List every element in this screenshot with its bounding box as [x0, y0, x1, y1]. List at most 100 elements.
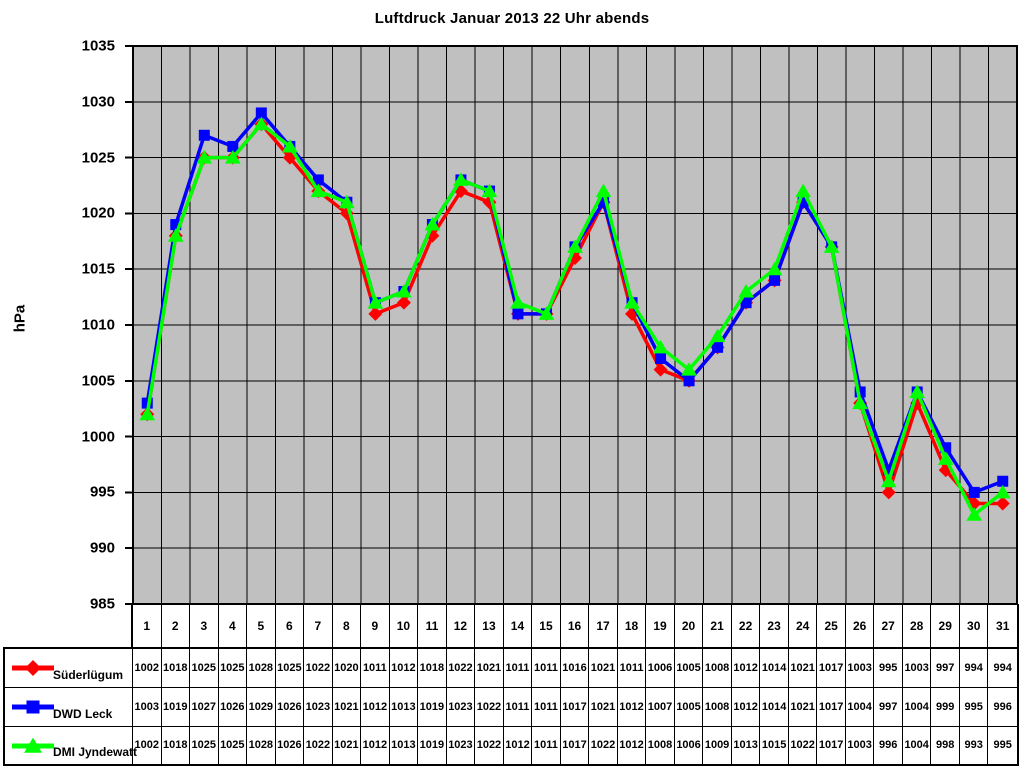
- pressure-value-cell: 1005: [675, 649, 704, 688]
- data-table: Süderlügum 1002 1018 1025 1025 1028 1025 1022 10…: [3, 647, 1019, 766]
- pressure-value-cell: 1011: [532, 687, 561, 726]
- pressure-value-cell: 1028: [247, 649, 276, 688]
- x-axis-day-label: 31: [996, 618, 1010, 633]
- pressure-value-cell: 1012: [390, 649, 419, 688]
- y-axis-tick-label: 990: [89, 539, 115, 557]
- series-name-label: DMI Jyndewatt: [53, 744, 138, 759]
- pressure-value-cell: 1021: [788, 687, 818, 726]
- x-axis-day-label: 29: [931, 604, 960, 647]
- legend-key: DMI Jyndewatt: [5, 725, 137, 764]
- pressure-value-cell: 1017: [560, 687, 590, 726]
- pressure-value-cell: 1004: [845, 687, 875, 726]
- x-axis-day-label: 16: [561, 604, 590, 647]
- legend-key: DWD Leck: [5, 687, 133, 726]
- pressure-value-cell: 1014: [760, 687, 789, 726]
- pressure-value-cell: 994: [993, 662, 1012, 675]
- pressure-value-cell: 1019: [418, 725, 447, 764]
- pressure-value-cell: 1012: [617, 687, 647, 726]
- legend-square-icon: [12, 700, 54, 714]
- pressure-value-cell: 1013: [389, 725, 419, 764]
- pressure-value-cell: 1029: [247, 687, 276, 726]
- pressure-value-cell: 1021: [332, 687, 362, 726]
- plot-frame: [132, 45, 1018, 605]
- pressure-value-cell: 1011: [504, 649, 533, 688]
- pressure-value-cell: 1008: [703, 687, 732, 726]
- pressure-value-cell: 1021: [789, 649, 818, 688]
- pressure-value-cell: 1018: [418, 649, 447, 688]
- x-axis-day-label: 18: [618, 604, 647, 647]
- pressure-value-cell: 1002: [133, 649, 162, 688]
- y-axis-tick-label: 1030: [81, 93, 115, 111]
- pressure-value-cell: 1012: [361, 687, 390, 726]
- pressure-value-cell: 1009: [703, 725, 732, 764]
- x-axis-day-label: 6: [276, 604, 305, 647]
- pressure-value-cell: 1022: [475, 725, 504, 764]
- pressure-value-cell: 1012: [361, 725, 390, 764]
- pressure-value-cell: 995: [988, 725, 1017, 764]
- pressure-value-cell: 1003: [846, 649, 875, 688]
- x-axis-day-label: 4: [219, 604, 248, 647]
- pressure-value-cell: 1025: [190, 725, 219, 764]
- plot-area: [125, 45, 1018, 605]
- x-axis-day-label: 30: [960, 604, 989, 647]
- pressure-value-cell: 1017: [817, 649, 846, 688]
- pressure-value-cell: 1025: [190, 649, 219, 688]
- pressure-value-cell: 1011: [532, 725, 561, 764]
- pressure-value-cell: 1003: [133, 687, 162, 726]
- pressure-value-cell: 1006: [646, 649, 675, 688]
- pressure-value-cell: 1026: [218, 687, 248, 726]
- pressure-value-cell: 997: [931, 649, 960, 688]
- pressure-value-cell: 1022: [447, 649, 476, 688]
- pressure-value-cell: 1018: [161, 725, 191, 764]
- pressure-value-cell: 995: [874, 649, 903, 688]
- pressure-value-cell: 1025: [218, 725, 248, 764]
- x-axis-day-label: 27: [874, 604, 903, 647]
- pressure-value-cell: 1019: [418, 687, 447, 726]
- pressure-value-cell: 1013: [389, 687, 419, 726]
- x-axis-day-label: 8: [333, 604, 362, 647]
- pressure-value-cell: 993: [959, 725, 989, 764]
- y-axis-tick-label: 1025: [81, 149, 115, 167]
- x-axis-day-label: 26: [846, 604, 875, 647]
- pressure-value-cell: 1011: [532, 649, 561, 688]
- pressure-value-cell: 1003: [903, 649, 932, 688]
- pressure-value-cell: 998: [931, 725, 960, 764]
- legend-diamond-icon: [12, 660, 54, 676]
- pressure-value-cell: 1021: [589, 649, 618, 688]
- pressure-value-cell: 1014: [760, 649, 789, 688]
- pressure-value-cell: 1012: [617, 725, 647, 764]
- pressure-value-cell: 1018: [162, 649, 191, 688]
- y-axis-tick-labels: 1035 1030 1025 1020 1015 1010 1005 1000 995 990 98…: [0, 39, 124, 612]
- pressure-value-cell: 1017: [817, 725, 846, 764]
- pressure-value-cell: 994: [960, 649, 989, 688]
- pressure-value-cell: 1004: [902, 687, 932, 726]
- pressure-value-cell: 1028: [247, 725, 276, 764]
- pressure-value-cell: 1012: [732, 649, 761, 688]
- x-axis-day-label: 5: [247, 604, 276, 647]
- x-axis-day-label: 10: [390, 604, 419, 647]
- y-axis-tick-label: 1005: [81, 372, 115, 390]
- pressure-value-cell: 1011: [503, 687, 533, 726]
- pressure-value-cell: 1022: [788, 725, 818, 764]
- pressure-value-cell: 1027: [190, 687, 219, 726]
- x-axis-day-label: 12: [447, 604, 476, 647]
- x-axis-day-label: 3: [190, 604, 219, 647]
- x-axis-day-label: 25: [817, 604, 846, 647]
- pressure-value-cell: 1026: [275, 725, 305, 764]
- pressure-value-cell: 1025: [219, 649, 248, 688]
- x-axis-day-label: 19: [646, 604, 675, 647]
- pressure-value-cell: 1006: [674, 725, 704, 764]
- pressure-value-cell: 1002: [133, 725, 162, 764]
- pressure-value-cell: 1023: [446, 725, 476, 764]
- x-axis-day-label: 23: [760, 604, 789, 647]
- pressure-value-cell: 1005: [674, 687, 704, 726]
- pressure-value-cell: 1021: [589, 687, 618, 726]
- y-axis-tick-label: 1010: [81, 316, 115, 334]
- y-axis-tick-label: 1035: [81, 37, 115, 55]
- pressure-value-cell: 995: [959, 687, 989, 726]
- pressure-value-cell: 997: [874, 687, 903, 726]
- series-name-label: Süderlügum: [53, 668, 124, 683]
- legend-triangle-icon: [12, 737, 54, 753]
- pressure-value-cell: 1004: [902, 725, 932, 764]
- y-axis-tick-label: 1000: [81, 428, 115, 446]
